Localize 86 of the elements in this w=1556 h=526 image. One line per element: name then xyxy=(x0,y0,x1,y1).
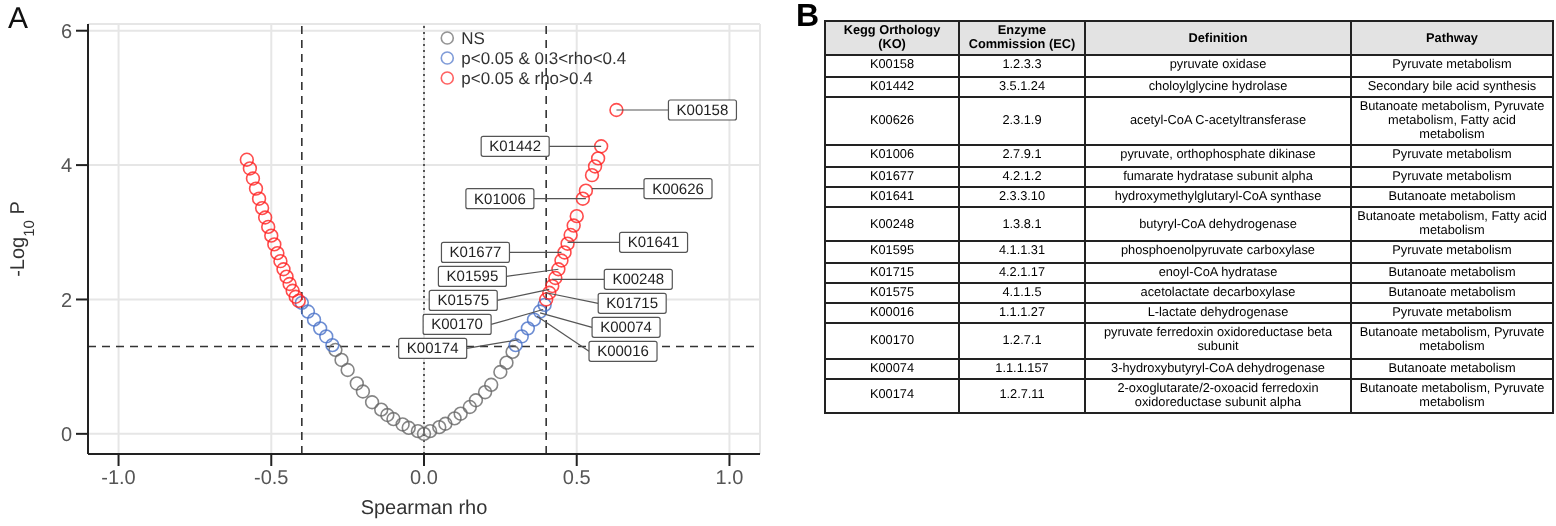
point xyxy=(245,171,261,186)
point xyxy=(526,312,542,327)
point xyxy=(569,208,584,224)
point xyxy=(575,191,591,206)
point xyxy=(380,407,395,423)
y-tick-label: 0 xyxy=(60,424,73,447)
point xyxy=(538,292,554,307)
point xyxy=(563,227,578,243)
point xyxy=(584,167,600,183)
point xyxy=(401,420,416,435)
point xyxy=(328,342,343,358)
point xyxy=(499,355,514,370)
point xyxy=(340,362,355,378)
point xyxy=(254,200,270,216)
point xyxy=(453,406,468,421)
point xyxy=(267,237,282,252)
y-tick-label: 2 xyxy=(60,290,73,313)
x-tick-label: -1.0 xyxy=(101,468,137,491)
chart-title: A xyxy=(8,2,29,36)
point xyxy=(545,278,560,294)
point xyxy=(355,384,371,399)
point xyxy=(312,321,328,336)
point xyxy=(288,289,303,304)
point xyxy=(276,262,291,277)
point xyxy=(447,411,462,426)
point xyxy=(300,304,316,319)
point xyxy=(273,253,288,269)
point xyxy=(248,181,264,196)
point xyxy=(484,377,499,392)
point xyxy=(493,364,508,380)
point xyxy=(554,253,569,268)
point xyxy=(239,152,255,167)
point xyxy=(386,411,401,427)
point xyxy=(548,270,563,286)
y-tick-label: 4 xyxy=(60,156,73,179)
point xyxy=(349,376,364,391)
point xyxy=(364,395,380,410)
point xyxy=(560,236,575,251)
point xyxy=(325,337,340,353)
point xyxy=(566,218,581,233)
point xyxy=(306,312,322,327)
point xyxy=(395,417,410,432)
point xyxy=(334,352,349,368)
point xyxy=(264,228,279,243)
legend-label: p<0.05 & rho>0.4 xyxy=(461,68,594,88)
x-tick-label: 0.0 xyxy=(410,468,439,491)
legend-label: NS xyxy=(461,28,486,48)
point xyxy=(410,423,426,439)
point xyxy=(285,283,300,298)
point xyxy=(251,191,267,206)
point xyxy=(587,159,603,174)
point xyxy=(422,423,438,439)
point xyxy=(505,344,520,360)
point xyxy=(477,384,493,400)
point xyxy=(416,426,432,442)
point xyxy=(319,329,334,344)
point xyxy=(432,419,447,435)
point xyxy=(557,245,572,260)
x-axis-title: Spearman rho xyxy=(360,498,489,520)
point xyxy=(438,416,453,431)
legend-label: p<0.05 & 0.3<rho<0.4 xyxy=(461,48,627,68)
point xyxy=(578,183,594,198)
point xyxy=(374,402,389,417)
point xyxy=(242,161,258,176)
point xyxy=(590,151,606,166)
point xyxy=(279,269,294,284)
x-tick-label: 0.5 xyxy=(562,468,592,491)
x-tick-label: -0.5 xyxy=(254,468,290,491)
point xyxy=(257,210,273,225)
x-tick-label: 1.0 xyxy=(715,468,745,491)
point xyxy=(462,399,478,415)
point xyxy=(520,321,536,336)
point xyxy=(537,297,552,313)
point xyxy=(551,262,566,277)
point xyxy=(593,139,609,154)
point xyxy=(532,304,548,319)
y-tick-label: 6 xyxy=(60,21,73,44)
point xyxy=(609,102,624,118)
point xyxy=(282,276,297,292)
point xyxy=(261,219,276,235)
point xyxy=(508,337,523,353)
point xyxy=(270,245,285,261)
point xyxy=(468,393,484,408)
point xyxy=(542,285,557,300)
point xyxy=(514,329,529,344)
text: B xyxy=(796,0,820,36)
